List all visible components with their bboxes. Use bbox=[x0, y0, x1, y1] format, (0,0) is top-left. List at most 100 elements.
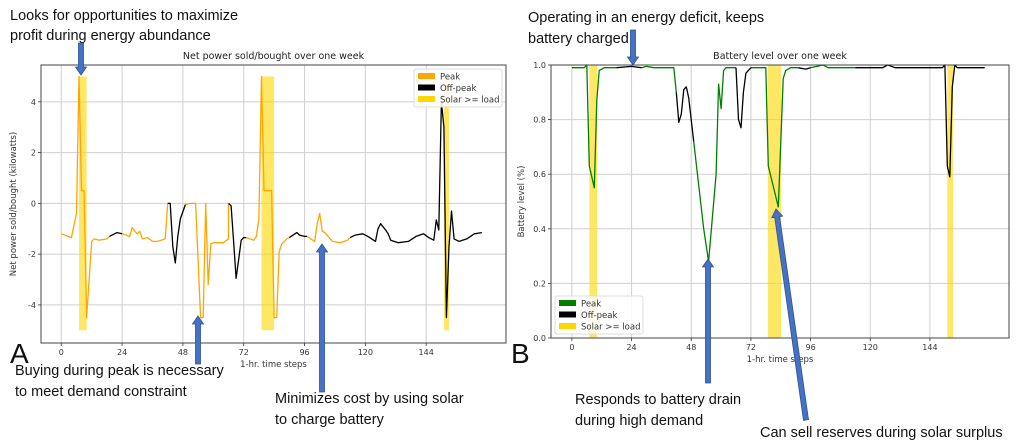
y-axis-label: Battery level (%) bbox=[517, 166, 527, 238]
series-line-peak bbox=[121, 203, 169, 243]
series-line-off-peak bbox=[735, 67, 752, 129]
annotation-abundance: Looks for opportunities to maximize prof… bbox=[10, 8, 238, 44]
annotation-arrows bbox=[74, 29, 809, 421]
series-line-off-peak bbox=[288, 231, 308, 239]
legend-label: Off-peak bbox=[581, 311, 617, 321]
x-tick-label: 0 bbox=[569, 343, 574, 352]
annotation-text: Looks for opportunities to maximize bbox=[10, 8, 238, 24]
x-tick-label: 72 bbox=[746, 343, 756, 352]
arrow-responds-icon bbox=[701, 258, 715, 384]
arrow-minimizes-icon bbox=[315, 243, 329, 393]
panel-label-a: A bbox=[10, 338, 29, 369]
solar-band bbox=[947, 65, 954, 338]
series-line-off-peak bbox=[616, 65, 642, 69]
y-tick-label: -4 bbox=[28, 301, 36, 310]
legend-swatch bbox=[559, 323, 576, 329]
series-line-peak bbox=[750, 67, 799, 208]
legend-label: Peak bbox=[440, 73, 460, 83]
annotation-text: battery charged bbox=[528, 31, 629, 47]
plot-frame bbox=[40, 64, 507, 344]
x-tick-label: 144 bbox=[419, 348, 434, 357]
legend-swatch bbox=[418, 73, 435, 79]
x-tick-label: 144 bbox=[922, 343, 937, 352]
y-tick-label: 0 bbox=[31, 199, 36, 208]
legend-label: Solar >= load bbox=[440, 96, 499, 106]
arrow-buying-icon bbox=[191, 315, 205, 365]
x-tick-label: 96 bbox=[805, 343, 815, 352]
annotation-text: to charge battery bbox=[275, 412, 385, 428]
series-line-off-peak bbox=[109, 231, 123, 237]
y-tick-label: 0.2 bbox=[533, 279, 546, 288]
chart-title: Net power sold/bought over one week bbox=[183, 51, 365, 62]
annotation-buying: Buying during peak is necessary to meet … bbox=[15, 363, 225, 400]
x-tick-label: 0 bbox=[59, 348, 64, 357]
series-line-peak bbox=[185, 202, 230, 319]
solar-band bbox=[79, 76, 87, 331]
arrow-deficit-icon bbox=[626, 29, 640, 66]
x-tick-label: 48 bbox=[686, 343, 696, 352]
legend-box bbox=[554, 295, 644, 335]
x-tick-label: 120 bbox=[863, 343, 878, 352]
series-line-peak bbox=[61, 75, 110, 319]
y-tick-label: 4 bbox=[31, 98, 36, 107]
y-tick-label: 0.0 bbox=[533, 334, 546, 343]
y-tick-label: 0.6 bbox=[533, 170, 546, 179]
panel-label-b: B bbox=[511, 338, 530, 369]
y-tick-label: 0.8 bbox=[533, 116, 546, 125]
legend-swatch bbox=[559, 300, 576, 306]
annotation-responds: Responds to battery drain during high de… bbox=[575, 392, 741, 429]
legend-label: Off-peak bbox=[440, 84, 476, 94]
annotation-deficit: Operating in an energy deficit, keeps ba… bbox=[528, 10, 764, 47]
annotation-text: during high demand bbox=[575, 413, 703, 429]
x-axis-label: 1-hr. time steps bbox=[240, 360, 307, 370]
solar-band bbox=[589, 65, 598, 338]
series-line-peak bbox=[571, 64, 617, 189]
legend-swatch bbox=[418, 84, 435, 91]
legend-swatch bbox=[559, 311, 576, 318]
solar-band bbox=[261, 76, 275, 331]
annotation-text: profit during energy abundance bbox=[10, 28, 211, 44]
y-tick-label: 1.0 bbox=[533, 61, 546, 70]
annotation-text: to meet demand constraint bbox=[15, 384, 187, 400]
x-axis-label: 1-hr. time steps bbox=[747, 355, 814, 365]
y-tick-label: -2 bbox=[28, 250, 36, 259]
series-line-peak bbox=[810, 64, 856, 69]
series-line-off-peak bbox=[349, 101, 483, 319]
series-line-off-peak bbox=[855, 64, 985, 178]
series-line-off-peak bbox=[798, 67, 811, 70]
solar-band bbox=[443, 76, 449, 331]
series-line-off-peak bbox=[167, 202, 187, 264]
y-axis-label: Net power sold/bought (kilowatts) bbox=[9, 132, 19, 276]
x-tick-label: 96 bbox=[299, 348, 309, 357]
series-line-peak bbox=[306, 212, 351, 244]
x-tick-label: 24 bbox=[117, 348, 127, 357]
annotation-text: Buying during peak is necessary bbox=[15, 363, 225, 379]
annotation-text: Minimizes cost by using solar bbox=[275, 391, 464, 407]
series-line-off-peak bbox=[675, 86, 695, 142]
annotation-text: Operating in an energy deficit, keeps bbox=[528, 10, 764, 26]
x-tick-label: 24 bbox=[626, 343, 636, 352]
x-tick-label: 120 bbox=[358, 348, 373, 357]
series-line-peak bbox=[246, 75, 290, 319]
annotation-text: Can sell reserves during solar surplus bbox=[760, 425, 1003, 441]
legend-label: Peak bbox=[581, 300, 601, 310]
series-line-peak bbox=[641, 65, 677, 93]
chart-battery-level: Battery level over one week 0 24 48 72 96 120 1… bbox=[517, 51, 1010, 365]
plot-frame bbox=[550, 64, 1010, 339]
chart-title: Battery level over one week bbox=[713, 51, 847, 62]
series-line-peak bbox=[693, 67, 736, 263]
arrow-abundance-icon bbox=[74, 42, 88, 76]
annotation-text: Responds to battery drain bbox=[575, 392, 741, 408]
x-tick-label: 48 bbox=[178, 348, 188, 357]
series-line-off-peak bbox=[228, 202, 247, 279]
solar-band bbox=[767, 65, 782, 338]
y-tick-label: 2 bbox=[31, 149, 36, 158]
x-tick-label: 72 bbox=[239, 348, 249, 357]
annotation-sell: Can sell reserves during solar surplus bbox=[760, 425, 1003, 441]
y-tick-label: 0.4 bbox=[533, 225, 546, 234]
arrow-sell-icon bbox=[771, 208, 809, 421]
